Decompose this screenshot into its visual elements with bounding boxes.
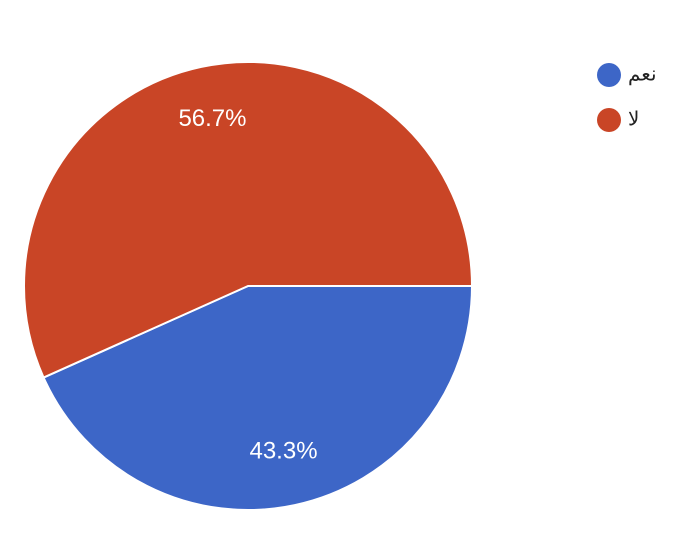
legend-marker	[597, 108, 621, 132]
legend-label: لا	[628, 108, 639, 130]
value-label: 56.7%	[178, 105, 246, 132]
pie-slice	[42, 285, 474, 511]
value-label: 43.3%	[249, 438, 317, 465]
pie-slice	[23, 61, 474, 379]
legend-label: نعم	[628, 63, 657, 85]
legend-marker	[597, 63, 621, 87]
